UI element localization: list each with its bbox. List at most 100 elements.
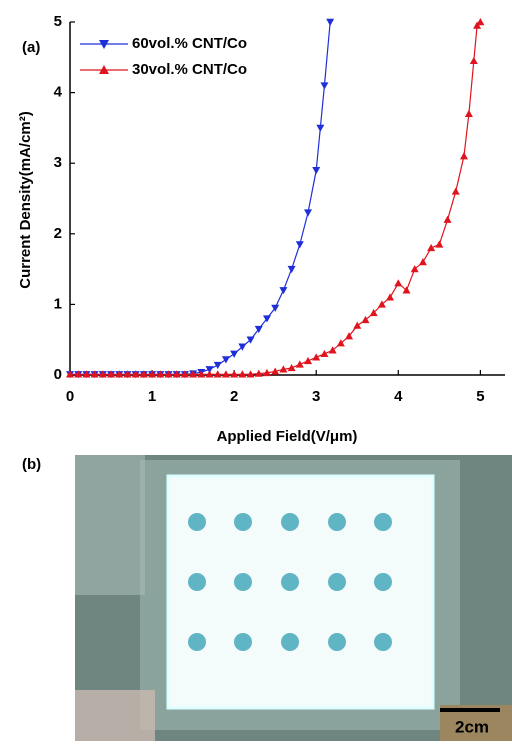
marker (316, 124, 325, 132)
scale-bar-label: 2cm (455, 717, 489, 736)
marker (394, 279, 403, 287)
panel-label: (b) (22, 456, 41, 473)
y-tick-label: 0 (54, 366, 62, 383)
marker (246, 370, 255, 378)
marker (98, 370, 107, 378)
marker (82, 370, 91, 378)
marker (476, 18, 485, 26)
marker (410, 265, 419, 273)
marker (230, 370, 239, 378)
marker (459, 152, 468, 160)
x-tick-label: 0 (66, 388, 74, 405)
marker (189, 370, 198, 378)
dot (188, 633, 206, 651)
finger (75, 690, 155, 741)
x-tick-label: 3 (312, 388, 320, 405)
marker (238, 343, 247, 351)
marker (402, 286, 411, 294)
marker (312, 167, 321, 175)
dot (281, 573, 299, 591)
marker (469, 56, 478, 65)
marker (221, 370, 230, 378)
x-axis-label: Applied Field(V/μm) (217, 428, 358, 445)
marker (205, 366, 214, 374)
marker (377, 300, 386, 308)
dot (328, 633, 346, 651)
legend-marker (99, 40, 109, 49)
marker (271, 367, 280, 375)
marker (435, 240, 444, 248)
marker (279, 287, 288, 295)
marker (336, 339, 345, 347)
dot (188, 513, 206, 531)
marker (74, 370, 83, 378)
x-tick-label: 2 (230, 388, 238, 405)
marker (254, 369, 263, 377)
marker (304, 209, 313, 217)
marker (156, 370, 165, 378)
dot (374, 513, 392, 531)
marker (369, 308, 378, 317)
legend-label: 60vol.% CNT/Co (132, 35, 247, 52)
marker (295, 360, 304, 368)
marker (464, 109, 473, 117)
marker (197, 370, 206, 378)
dot (234, 633, 252, 651)
marker (90, 370, 99, 378)
emission-dots (188, 513, 392, 651)
marker (287, 265, 296, 274)
marker (148, 370, 157, 378)
marker (254, 325, 263, 334)
marker (312, 353, 321, 361)
legend-label: 30vol.% CNT/Co (132, 61, 247, 78)
y-tick-label: 5 (54, 13, 62, 30)
dot (374, 633, 392, 651)
y-tick-label: 4 (54, 84, 63, 101)
marker (271, 304, 280, 312)
marker (246, 336, 255, 344)
marker (205, 370, 214, 378)
glare (75, 455, 145, 595)
dot (234, 513, 252, 531)
marker (213, 370, 222, 378)
marker (139, 370, 148, 378)
dot (188, 573, 206, 591)
marker (427, 243, 436, 252)
marker (238, 370, 247, 378)
marker (172, 370, 181, 378)
marker (418, 258, 427, 266)
marker (164, 370, 173, 378)
x-tick-label: 4 (394, 388, 403, 405)
marker (221, 356, 230, 364)
marker (230, 350, 239, 358)
marker (131, 370, 140, 378)
marker (328, 346, 337, 354)
marker (213, 361, 222, 370)
legend-marker (99, 65, 109, 74)
marker (320, 82, 329, 90)
marker (287, 363, 296, 372)
marker (115, 370, 124, 378)
marker (345, 332, 354, 340)
marker (279, 365, 288, 373)
y-tick-label: 2 (54, 225, 62, 242)
y-tick-label: 3 (54, 154, 62, 171)
y-axis-label: Current Density(mA/cm²) (17, 111, 34, 289)
dot (281, 633, 299, 651)
marker (123, 370, 132, 378)
dot (374, 573, 392, 591)
photo: 2cm (75, 455, 512, 741)
dot (234, 573, 252, 591)
marker (320, 349, 329, 358)
dot (328, 513, 346, 531)
marker (262, 368, 271, 377)
marker (361, 315, 370, 324)
x-tick-label: 1 (148, 388, 156, 405)
marker (295, 241, 304, 249)
emitter-screen (166, 474, 435, 710)
marker (443, 215, 452, 223)
dot (281, 513, 299, 531)
marker (353, 321, 362, 329)
